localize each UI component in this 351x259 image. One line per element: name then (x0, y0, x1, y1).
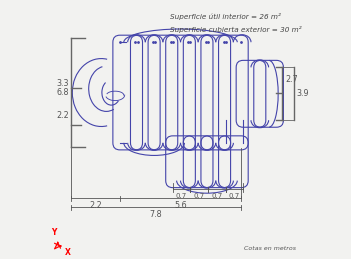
Text: 0.7: 0.7 (193, 193, 205, 199)
Text: 0.7: 0.7 (229, 193, 240, 199)
Text: 7.8: 7.8 (150, 210, 163, 219)
Text: 2.2: 2.2 (89, 202, 102, 211)
Text: X: X (65, 248, 71, 257)
Text: 5.6: 5.6 (174, 202, 187, 211)
Text: Superficie cubierta exterior = 30 m²: Superficie cubierta exterior = 30 m² (171, 26, 302, 33)
Text: 0.7: 0.7 (176, 193, 187, 199)
Text: 6.8: 6.8 (57, 88, 69, 97)
Text: 3.3: 3.3 (57, 79, 69, 88)
Text: 0.7: 0.7 (211, 193, 223, 199)
Text: Y: Y (51, 228, 57, 237)
Text: Cotas en metros: Cotas en metros (244, 246, 296, 251)
Text: Superficie útil interior = 26 m²: Superficie útil interior = 26 m² (171, 13, 282, 20)
Text: 2.7: 2.7 (285, 75, 298, 84)
Text: 2.2: 2.2 (57, 111, 69, 120)
Text: 3.9: 3.9 (296, 89, 309, 98)
